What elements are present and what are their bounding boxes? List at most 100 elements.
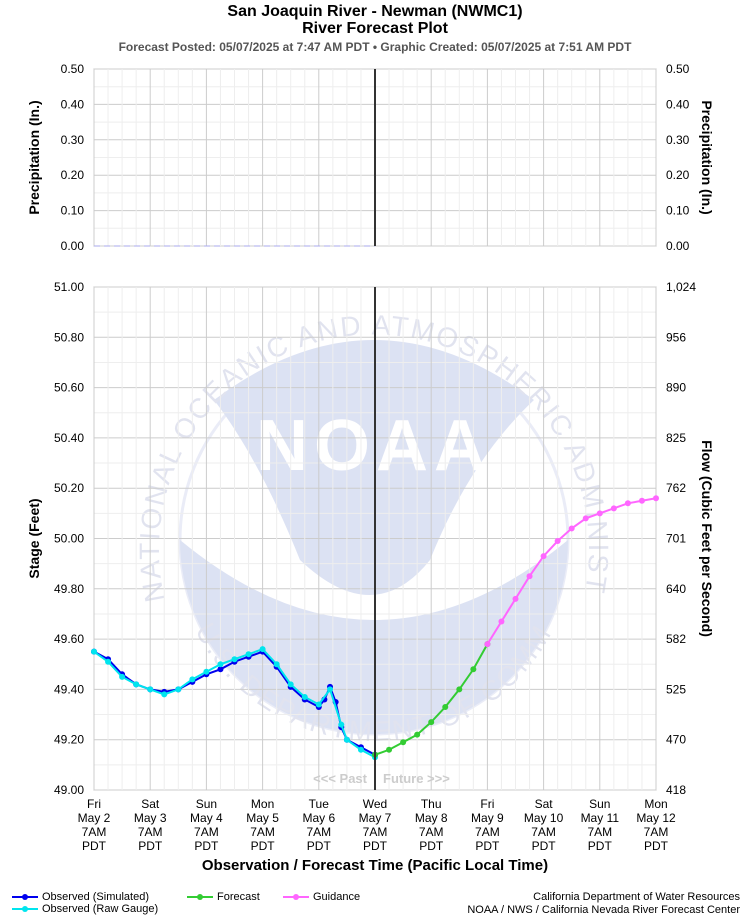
y-tick-label: 50.40 <box>54 431 84 445</box>
data-point <box>119 673 126 680</box>
watermark-logo-text: NOAA <box>256 406 492 486</box>
x-tick-label: 7AM <box>306 825 331 839</box>
data-point <box>338 721 345 728</box>
x-tick-label: Mon <box>251 797 274 811</box>
data-point <box>259 646 266 653</box>
data-point <box>400 739 407 746</box>
y2-axis-title: Flow (Cubic Feet per Second) <box>699 440 715 637</box>
x-axis-title: Observation / Forecast Time (Pacific Loc… <box>202 857 548 874</box>
y-tick-label: 50.20 <box>54 481 84 495</box>
x-tick-label: Mon <box>644 797 667 811</box>
data-point <box>428 719 435 726</box>
x-tick-label: 7AM <box>475 825 500 839</box>
y2-tick-label: 418 <box>666 783 686 797</box>
legend-forecast: Forecast <box>187 891 260 903</box>
legend-observed-raw: Observed (Raw Gauge) <box>12 903 158 915</box>
x-tick-label: May 10 <box>524 811 564 825</box>
legend-observed-simulated: Observed (Simulated) <box>12 891 149 903</box>
footer-dwr: California Department of Water Resources <box>533 891 740 903</box>
y2-tick-label: 0.50 <box>666 62 690 76</box>
y2-tick-label: 762 <box>666 481 686 495</box>
data-point <box>245 651 252 658</box>
y-axis-title: Precipitation (In.) <box>26 100 42 214</box>
x-tick-label: Thu <box>421 797 442 811</box>
y2-tick-label: 0.30 <box>666 133 690 147</box>
y-tick-label: 49.40 <box>54 682 84 696</box>
x-tick-label: May 7 <box>359 811 392 825</box>
data-point <box>203 668 210 675</box>
y-tick-label: 49.80 <box>54 582 84 596</box>
chart-subtitle: River Forecast Plot <box>302 20 448 37</box>
series-line <box>93 647 376 759</box>
data-point <box>386 746 393 753</box>
x-tick-label: May 3 <box>134 811 167 825</box>
data-point <box>512 595 519 602</box>
y-tick-label: 50.00 <box>54 532 84 546</box>
data-point <box>484 641 491 648</box>
x-tick-label: Sun <box>589 797 610 811</box>
data-point <box>133 681 140 688</box>
data-point <box>175 686 182 693</box>
x-tick-label: 7AM <box>644 825 669 839</box>
x-tick-label: 7AM <box>587 825 612 839</box>
stage-panel: 49.00 49.20 49.40 49.60 49.80 50.00 50.20 50.40… <box>26 280 715 874</box>
data-point <box>231 656 238 663</box>
y2-tick-label: 0.40 <box>666 97 690 111</box>
data-point <box>327 686 334 693</box>
chart-title: San Joaquin River - Newman (NWMC1) <box>227 3 523 20</box>
x-tick-label: PDT <box>82 839 107 853</box>
data-point <box>653 495 659 502</box>
y-tick-label: 0.00 <box>61 239 85 253</box>
y2-tick-label: 890 <box>666 381 686 395</box>
precip-panel: 0.00 0.10 0.20 0.30 0.40 0.50 0.00 0.10 0.20 0.30… <box>26 62 715 253</box>
x-tick-label: Fri <box>480 797 494 811</box>
x-tick-label: May 4 <box>190 811 223 825</box>
data-point <box>217 666 224 673</box>
y-axis-title: Stage (Feet) <box>26 498 42 578</box>
x-tick-label: May 6 <box>302 811 335 825</box>
x-tick-label: 7AM <box>82 825 107 839</box>
future-label: Future >>> <box>383 771 450 786</box>
data-point <box>217 661 224 668</box>
data-point <box>315 701 322 708</box>
data-point <box>91 648 97 655</box>
footer-cnrfc: NOAA / NWS / California Nevada River For… <box>467 904 740 916</box>
data-point <box>343 736 350 743</box>
y-tick-label: 0.30 <box>61 133 85 147</box>
y-tick-label: 50.80 <box>54 330 84 344</box>
data-point <box>189 676 196 683</box>
data-point <box>624 500 631 507</box>
x-tick-label: May 5 <box>246 811 279 825</box>
x-tick-label: May 11 <box>581 811 620 825</box>
x-tick-label: PDT <box>363 839 388 853</box>
x-tick-label: PDT <box>644 839 669 853</box>
data-point <box>540 553 547 560</box>
data-point <box>610 505 617 512</box>
x-tick-label: Tue <box>309 797 330 811</box>
y-tick-label: 49.60 <box>54 632 84 646</box>
x-tick-label: PDT <box>532 839 557 853</box>
x-tick-label: Fri <box>87 797 101 811</box>
data-point <box>273 661 280 668</box>
legend-label: Forecast <box>217 891 260 903</box>
data-point <box>470 666 477 673</box>
data-point <box>357 746 364 753</box>
x-tick-label: May 12 <box>636 811 676 825</box>
data-point <box>596 510 603 517</box>
y-tick-label: 51.00 <box>54 280 84 294</box>
data-point <box>414 731 421 738</box>
x-tick-label: PDT <box>194 839 219 853</box>
x-tick-label: PDT <box>138 839 163 853</box>
y2-tick-label: 825 <box>666 431 686 445</box>
data-point <box>526 573 533 580</box>
x-tick-label: 7AM <box>363 825 388 839</box>
data-point <box>442 704 449 711</box>
y2-tick-label: 640 <box>666 582 686 596</box>
y2-tick-label: 0.20 <box>666 168 690 182</box>
legend-label: Observed (Raw Gauge) <box>42 903 159 915</box>
data-point <box>287 681 294 688</box>
x-tick-label: 7AM <box>138 825 163 839</box>
data-point <box>498 618 505 625</box>
x-tick-label: May 2 <box>78 811 111 825</box>
